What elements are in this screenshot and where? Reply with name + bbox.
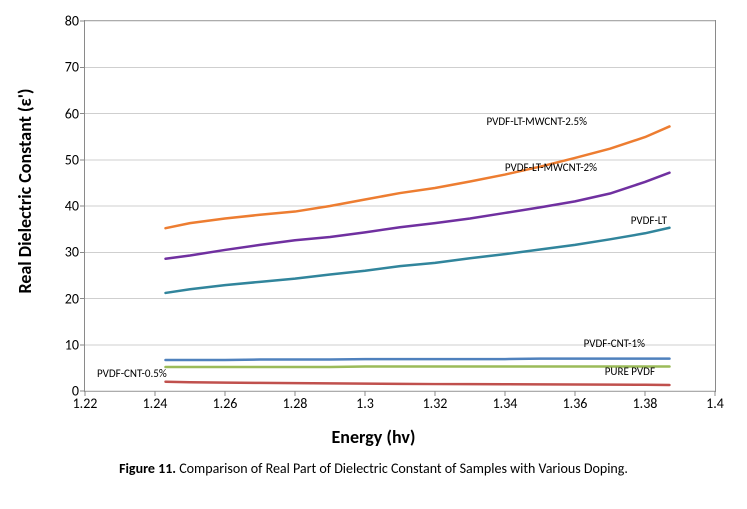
figure-caption: Figure 11. Comparison of Real Part of Di…: [10, 460, 737, 477]
x-tick-label: 1.32: [423, 391, 448, 412]
series-line: [166, 126, 670, 228]
y-tick-label: 60: [65, 105, 85, 122]
y-tick-label: 50: [65, 151, 85, 168]
y-tick-label: 70: [65, 59, 85, 76]
series-line: [166, 382, 670, 385]
plot-svg: [85, 21, 715, 391]
series-label: PVDF-LT: [631, 214, 667, 227]
series-label: PVDF-CNT-0.5%: [97, 367, 167, 380]
series-line: [166, 228, 670, 293]
plot-area: 010203040506070801.221.241.261.281.31.32…: [84, 20, 716, 392]
x-tick-label: 1.36: [563, 391, 588, 412]
x-axis-label: Energy (hv): [10, 426, 737, 448]
series-label: PVDF-CNT-1%: [584, 337, 645, 350]
x-tick-label: 1.34: [493, 391, 518, 412]
x-tick-label: 1.24: [143, 391, 168, 412]
x-tick-label: 1.38: [633, 391, 658, 412]
y-tick-label: 40: [65, 198, 85, 215]
figure-caption-text: Comparison of Real Part of Dielectric Co…: [176, 460, 628, 477]
y-tick-label: 30: [65, 244, 85, 261]
x-tick-label: 1.26: [213, 391, 238, 412]
x-tick-label: 1.4: [706, 391, 724, 412]
figure-number: Figure 11.: [119, 460, 176, 477]
x-tick-label: 1.22: [73, 391, 98, 412]
series-label: PURE PVDF: [605, 365, 655, 378]
x-tick-label: 1.3: [356, 391, 374, 412]
series-label: PVDF-LT-MWCNT-2.5%: [487, 115, 587, 128]
y-axis-label: Real Dielectric Constant (ε'): [14, 41, 36, 341]
series-line: [166, 359, 670, 360]
y-tick-label: 10: [65, 336, 85, 353]
chart-container: 010203040506070801.221.241.261.281.31.32…: [10, 10, 737, 450]
y-tick-label: 20: [65, 290, 85, 307]
y-tick-label: 80: [65, 13, 85, 30]
x-tick-label: 1.28: [283, 391, 308, 412]
series-label: PVDF-LT-MWCNT-2%: [505, 161, 597, 174]
